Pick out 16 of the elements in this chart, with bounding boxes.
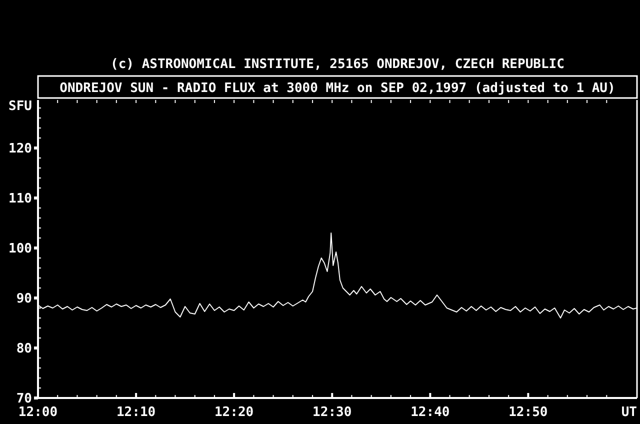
x-tick-label: 12:20: [214, 405, 254, 420]
y-tick-label: 120: [8, 142, 32, 157]
x-tick-label: 12:40: [410, 405, 450, 420]
y-tick-label: 90: [16, 292, 32, 307]
x-axis-title: UT: [621, 405, 638, 420]
y-tick-label: 80: [16, 342, 32, 357]
x-tick-label: 12:30: [312, 405, 352, 420]
x-tick-label: 12:00: [18, 405, 58, 420]
y-tick-label: 110: [8, 192, 32, 207]
chart-title: ONDREJOV SUN - RADIO FLUX at 3000 MHz on SEP 02,1997 (adjusted to 1 AU): [60, 81, 616, 96]
y-tick-label: 70: [16, 392, 32, 407]
x-tick-label: 12:10: [116, 405, 156, 420]
y-tick-label: 100: [8, 242, 32, 257]
chart-subtitle: (c) ASTRONOMICAL INSTITUTE, 25165 ONDREJOV, CZECH REPUBLIC: [110, 57, 564, 72]
x-tick-label: 12:50: [508, 405, 548, 420]
y-axis-title: SFU: [8, 99, 32, 114]
